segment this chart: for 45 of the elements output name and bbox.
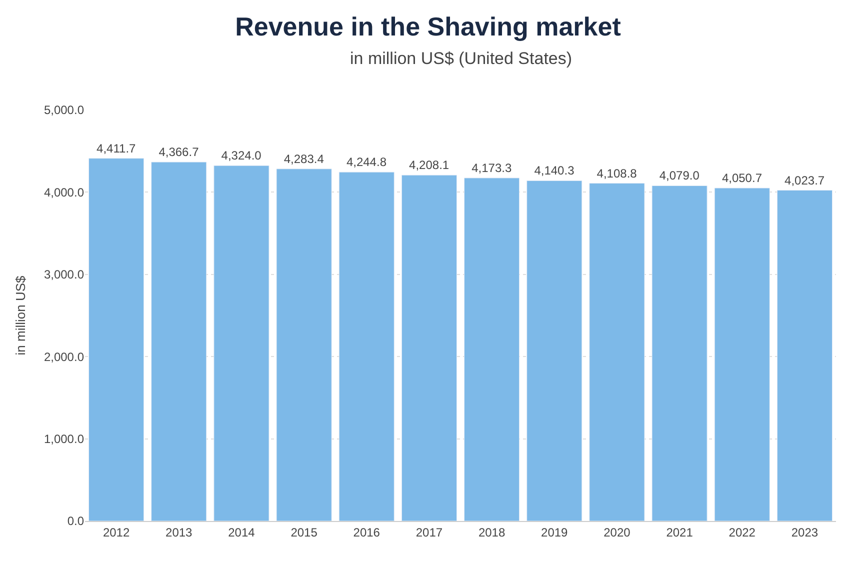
bar [276,168,332,521]
y-tick-label: 4,000.0 [44,185,84,200]
data-label: 4,108.8 [596,166,638,180]
x-tick-label: 2020 [604,525,631,540]
bar [401,174,457,521]
x-tick-label: 2015 [290,525,318,540]
x-tick-label: 2018 [478,525,506,540]
bar [652,185,708,521]
bar [151,162,207,521]
x-tick-label: 2016 [353,525,380,540]
x-tick-label: 2022 [728,525,756,540]
x-tick-label: 2023 [791,525,818,540]
data-label: 4,283.4 [284,152,324,166]
data-label: 4,140.3 [534,164,575,178]
bar [714,188,770,521]
chart-subtitle: in million US$ (United States) [350,49,572,68]
bar [88,158,144,521]
data-label: 4,208.1 [409,158,450,172]
data-label: 4,173.3 [472,160,512,175]
bar [589,183,645,521]
data-label: 4,079.0 [659,168,700,183]
bar [214,165,270,521]
y-tick-label: 0.0 [67,514,84,528]
x-tick-label: 2017 [416,525,443,540]
bar [776,190,832,521]
y-tick-label: 3,000.0 [44,268,84,282]
data-label: 4,324.0 [221,148,262,163]
bar [526,180,582,521]
y-tick-label: 2,000.0 [44,350,84,364]
chart-title: Revenue in the Shaving market [235,12,622,42]
bar [464,178,520,521]
x-tick-label: 2014 [228,525,256,540]
x-tick-label: 2021 [666,525,694,540]
data-label: 4,023.7 [784,173,825,188]
x-tick-label: 2019 [541,525,568,540]
data-label: 4,244.8 [346,155,387,170]
data-label: 4,411.7 [96,141,136,156]
x-tick-label: 2013 [166,525,193,540]
x-tick-label: 2012 [102,525,130,540]
bar [338,172,394,521]
y-axis-title: in million US$ [12,275,28,356]
data-label: 4,050.7 [722,171,762,186]
y-tick-label: 5,000.0 [44,103,84,118]
y-tick-label: 1,000.0 [44,432,84,446]
data-label: 4,366.7 [158,145,200,160]
